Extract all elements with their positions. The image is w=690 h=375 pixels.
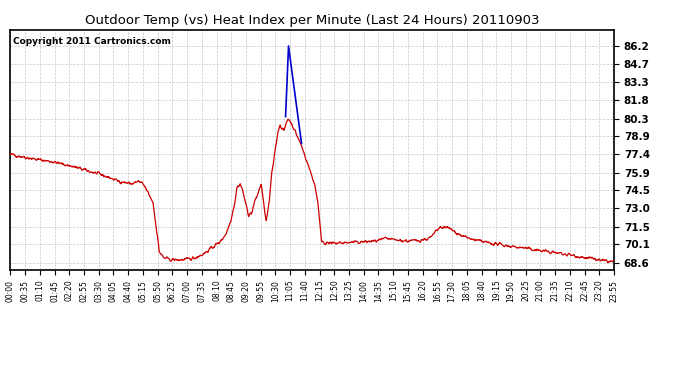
Title: Outdoor Temp (vs) Heat Index per Minute (Last 24 Hours) 20110903: Outdoor Temp (vs) Heat Index per Minute … <box>85 15 540 27</box>
Text: Copyright 2011 Cartronics.com: Copyright 2011 Cartronics.com <box>13 37 171 46</box>
